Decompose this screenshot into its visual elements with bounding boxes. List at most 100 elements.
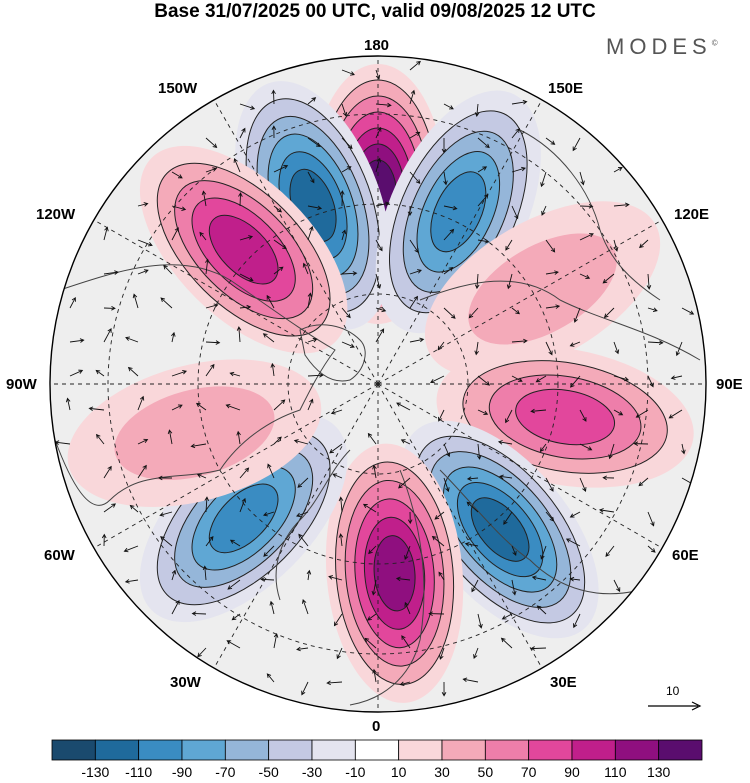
wind-arrow (499, 474, 513, 480)
wind-arrow (511, 128, 520, 139)
colorbar-swatch (268, 739, 313, 761)
wind-arrow (160, 536, 173, 547)
wind-arrow (273, 399, 286, 411)
wind-arrow (362, 503, 377, 513)
wind-arrow (670, 375, 683, 380)
wind-arrow (307, 337, 318, 343)
lon-label-90e: 90E (716, 376, 743, 393)
colorbar-tick-label: -130 (81, 764, 110, 780)
anomaly-contour (373, 535, 416, 612)
lon-label-120w: 120W (36, 206, 76, 223)
wind-arrow (302, 262, 309, 275)
wind-arrow (159, 511, 173, 517)
wind-arrow (372, 668, 377, 683)
wind-arrow (273, 239, 287, 250)
meridian-line (213, 383, 379, 669)
colorbar-swatch (614, 739, 660, 761)
wind-arrow (266, 294, 275, 309)
wind-arrow (375, 69, 381, 80)
wind-arrow (307, 292, 313, 309)
wind-arrow (273, 164, 289, 173)
wind-arrow (69, 296, 76, 309)
wind-arrow (341, 229, 347, 241)
wind-arrow (273, 632, 279, 649)
meridian-line (377, 219, 663, 385)
wind-arrow (477, 409, 489, 416)
wind-arrow (506, 273, 513, 290)
meridian-line (93, 219, 379, 385)
wind-arrow (443, 205, 458, 211)
wind-arrow (171, 404, 183, 411)
wind-arrow (409, 171, 421, 184)
wind-arrow (633, 441, 649, 447)
wind-arrow (69, 369, 84, 377)
wind-arrow (341, 137, 353, 150)
wind-arrow (205, 303, 219, 309)
wind-arrow (430, 375, 445, 384)
wind-arrow (364, 637, 377, 649)
colorbar-tick-label: 130 (646, 764, 671, 780)
wind-arrow (681, 443, 686, 455)
colorbar-swatch (94, 739, 140, 761)
colorbar-swatch (658, 739, 703, 761)
wind-arrow (579, 233, 594, 241)
wind-arrow (239, 127, 246, 139)
anomaly-contour (208, 483, 279, 554)
colorbar-tick-label: 50 (477, 764, 494, 780)
wind-arrow (269, 600, 275, 615)
wind-arrow (123, 545, 139, 553)
wind-arrow (409, 89, 416, 105)
wind-arrow (95, 369, 105, 377)
wind-arrow (443, 443, 451, 458)
wind-arrow (205, 167, 218, 173)
map-border (49, 55, 707, 713)
colorbar-tick-label: 70 (520, 764, 537, 780)
wind-arrow (579, 171, 585, 186)
lon-label-0: 0 (372, 718, 381, 735)
latitude-circle (107, 113, 649, 655)
wind-arrow (293, 439, 309, 445)
brand-text: MODES (606, 34, 712, 59)
wind-arrow (238, 192, 243, 207)
colorbar-swatch (181, 739, 226, 761)
wind-arrow (296, 646, 309, 652)
wind-arrow (443, 307, 456, 319)
wind-arrow (338, 533, 344, 547)
wind-arrow (647, 375, 654, 388)
wind-arrow (205, 137, 218, 149)
wind-arrow (225, 403, 241, 411)
colorbar-swatch (441, 739, 486, 761)
wind-arrow (239, 103, 256, 110)
wind-arrow (273, 266, 284, 275)
wind-arrow (167, 429, 173, 445)
latitude-circle (197, 203, 559, 565)
wind-arrow (137, 269, 149, 275)
reference-vector-label: 10 (666, 684, 680, 698)
wind-arrow (367, 613, 377, 621)
colorbar-tick-label: -70 (215, 764, 236, 780)
wind-vectors (54, 60, 696, 697)
wind-arrow (328, 575, 343, 581)
wind-arrow (262, 333, 275, 343)
wind-arrow (226, 640, 241, 649)
wind-arrow (202, 565, 208, 581)
wind-arrow (474, 273, 480, 290)
wind-arrow (409, 131, 421, 139)
lon-label-180: 180 (364, 37, 390, 54)
wind-arrow (298, 533, 309, 547)
meridian-line (377, 383, 543, 669)
wind-arrow (239, 497, 246, 513)
wind-arrow (205, 363, 215, 377)
wind-arrow (96, 433, 105, 445)
anomaly-contour (468, 233, 617, 345)
colorbar-tick-label: -50 (258, 764, 279, 780)
colorbar-swatch (51, 739, 96, 761)
lon-label-90w: 90W (6, 376, 37, 393)
wind-arrow (171, 370, 188, 377)
wind-arrow (236, 430, 241, 445)
wind-arrow (443, 477, 450, 493)
wind-arrow (646, 273, 652, 290)
wind-arrow (468, 307, 479, 319)
wind-arrow (540, 545, 547, 560)
